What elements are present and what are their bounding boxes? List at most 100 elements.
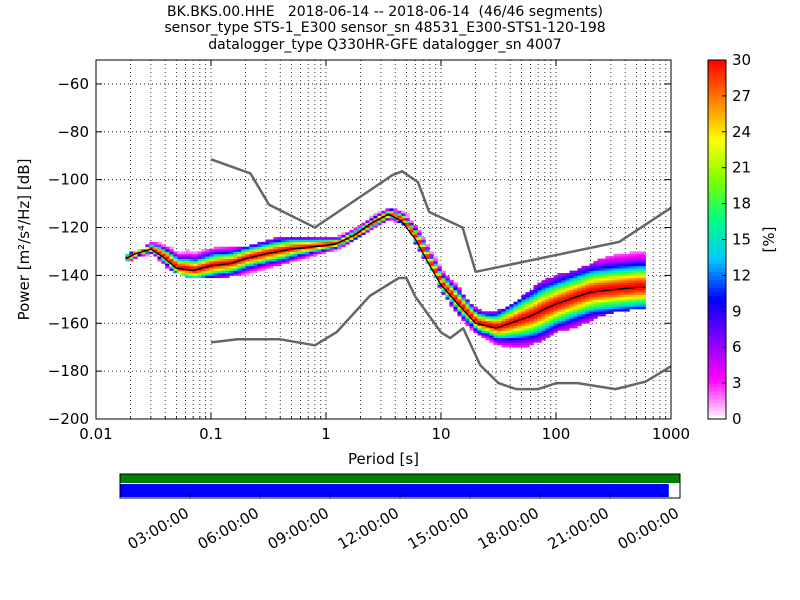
density-cell: [285, 244, 290, 247]
x-axis-label: Period [s]: [348, 450, 419, 468]
density-cell: [477, 308, 482, 312]
density-cell: [341, 241, 346, 245]
density-cell: [549, 284, 554, 288]
colorbar-label: [%]: [760, 227, 778, 253]
density-cell: [557, 275, 562, 279]
density-cell: [157, 256, 162, 259]
density-cell: [197, 261, 202, 264]
density-cell: [557, 323, 562, 326]
density-cell: [349, 239, 354, 243]
density-cell: [249, 263, 254, 267]
density-cell: [397, 213, 402, 216]
density-cell: [337, 239, 342, 243]
density-cell: [165, 265, 170, 269]
density-cell: [257, 256, 262, 259]
density-cell: [565, 292, 570, 295]
density-cell: [537, 296, 542, 300]
density-cell: [189, 270, 194, 274]
density-cell: [253, 256, 258, 259]
density-cell: [537, 289, 542, 293]
colorbar-step: [708, 231, 726, 237]
density-cell: [193, 263, 198, 267]
density-cell: [321, 239, 326, 243]
density-cell: [501, 318, 506, 322]
density-cell: [477, 328, 482, 331]
density-cell: [573, 311, 578, 314]
density-cell: [465, 323, 470, 326]
density-cell: [373, 222, 378, 226]
density-cell: [409, 227, 414, 231]
density-cell: [201, 258, 206, 262]
density-cell: [237, 270, 242, 274]
plot-background: [96, 60, 671, 419]
colorbar-step: [708, 407, 726, 412]
density-cell: [489, 332, 494, 336]
density-cell: [265, 251, 270, 255]
density-cell: [525, 325, 530, 329]
colorbar-step: [708, 371, 726, 376]
density-cell: [229, 256, 234, 259]
density-cell: [149, 241, 154, 245]
density-cell: [257, 268, 262, 271]
density-cell: [601, 268, 606, 271]
density-cell: [493, 316, 498, 319]
density-cell: [537, 284, 542, 288]
density-cell: [601, 270, 606, 274]
density-cell: [573, 294, 578, 298]
density-cell: [373, 217, 378, 221]
density-cell: [541, 284, 546, 288]
density-cell: [549, 328, 554, 331]
density-cell: [461, 316, 466, 319]
density-cell: [449, 296, 454, 300]
density-cell: [625, 308, 630, 312]
colorbar-step: [708, 187, 726, 193]
density-cell: [221, 261, 226, 264]
density-cell: [537, 304, 542, 307]
density-cell: [325, 246, 330, 250]
density-cell: [233, 249, 238, 252]
density-cell: [433, 268, 438, 271]
density-cell: [617, 304, 622, 307]
density-cell: [321, 241, 326, 245]
density-cell: [537, 294, 542, 298]
density-cell: [513, 320, 518, 324]
density-cell: [597, 299, 602, 303]
density-cell: [449, 304, 454, 307]
density-cell: [585, 289, 590, 293]
density-cell: [589, 282, 594, 286]
density-cell: [537, 292, 542, 295]
density-cell: [553, 306, 558, 310]
density-cell: [185, 263, 190, 267]
density-cell: [485, 330, 490, 334]
density-cell: [541, 294, 546, 298]
density-cell: [209, 265, 214, 269]
density-cell: [281, 246, 286, 250]
density-cell: [333, 244, 338, 247]
density-cell: [525, 311, 530, 314]
density-cell: [577, 316, 582, 319]
density-cell: [537, 337, 542, 341]
density-cell: [357, 227, 362, 231]
density-cell: [361, 225, 366, 228]
density-cell: [153, 249, 158, 252]
density-cell: [245, 265, 250, 269]
colorbar-step: [708, 155, 726, 161]
density-cell: [457, 287, 462, 291]
density-cell: [273, 239, 278, 243]
density-cell: [333, 239, 338, 243]
density-cell: [173, 263, 178, 267]
density-cell: [585, 294, 590, 298]
density-cell: [501, 335, 506, 338]
density-cell: [597, 311, 602, 314]
density-cell: [313, 237, 318, 240]
density-cell: [297, 253, 302, 257]
colorbar-step: [708, 403, 726, 408]
density-cell: [609, 287, 614, 291]
density-cell: [225, 263, 230, 267]
density-cell: [469, 316, 474, 319]
density-cell: [209, 263, 214, 267]
density-cell: [185, 273, 190, 276]
density-cell: [533, 332, 538, 336]
density-cell: [557, 318, 562, 322]
density-cell: [313, 246, 318, 250]
